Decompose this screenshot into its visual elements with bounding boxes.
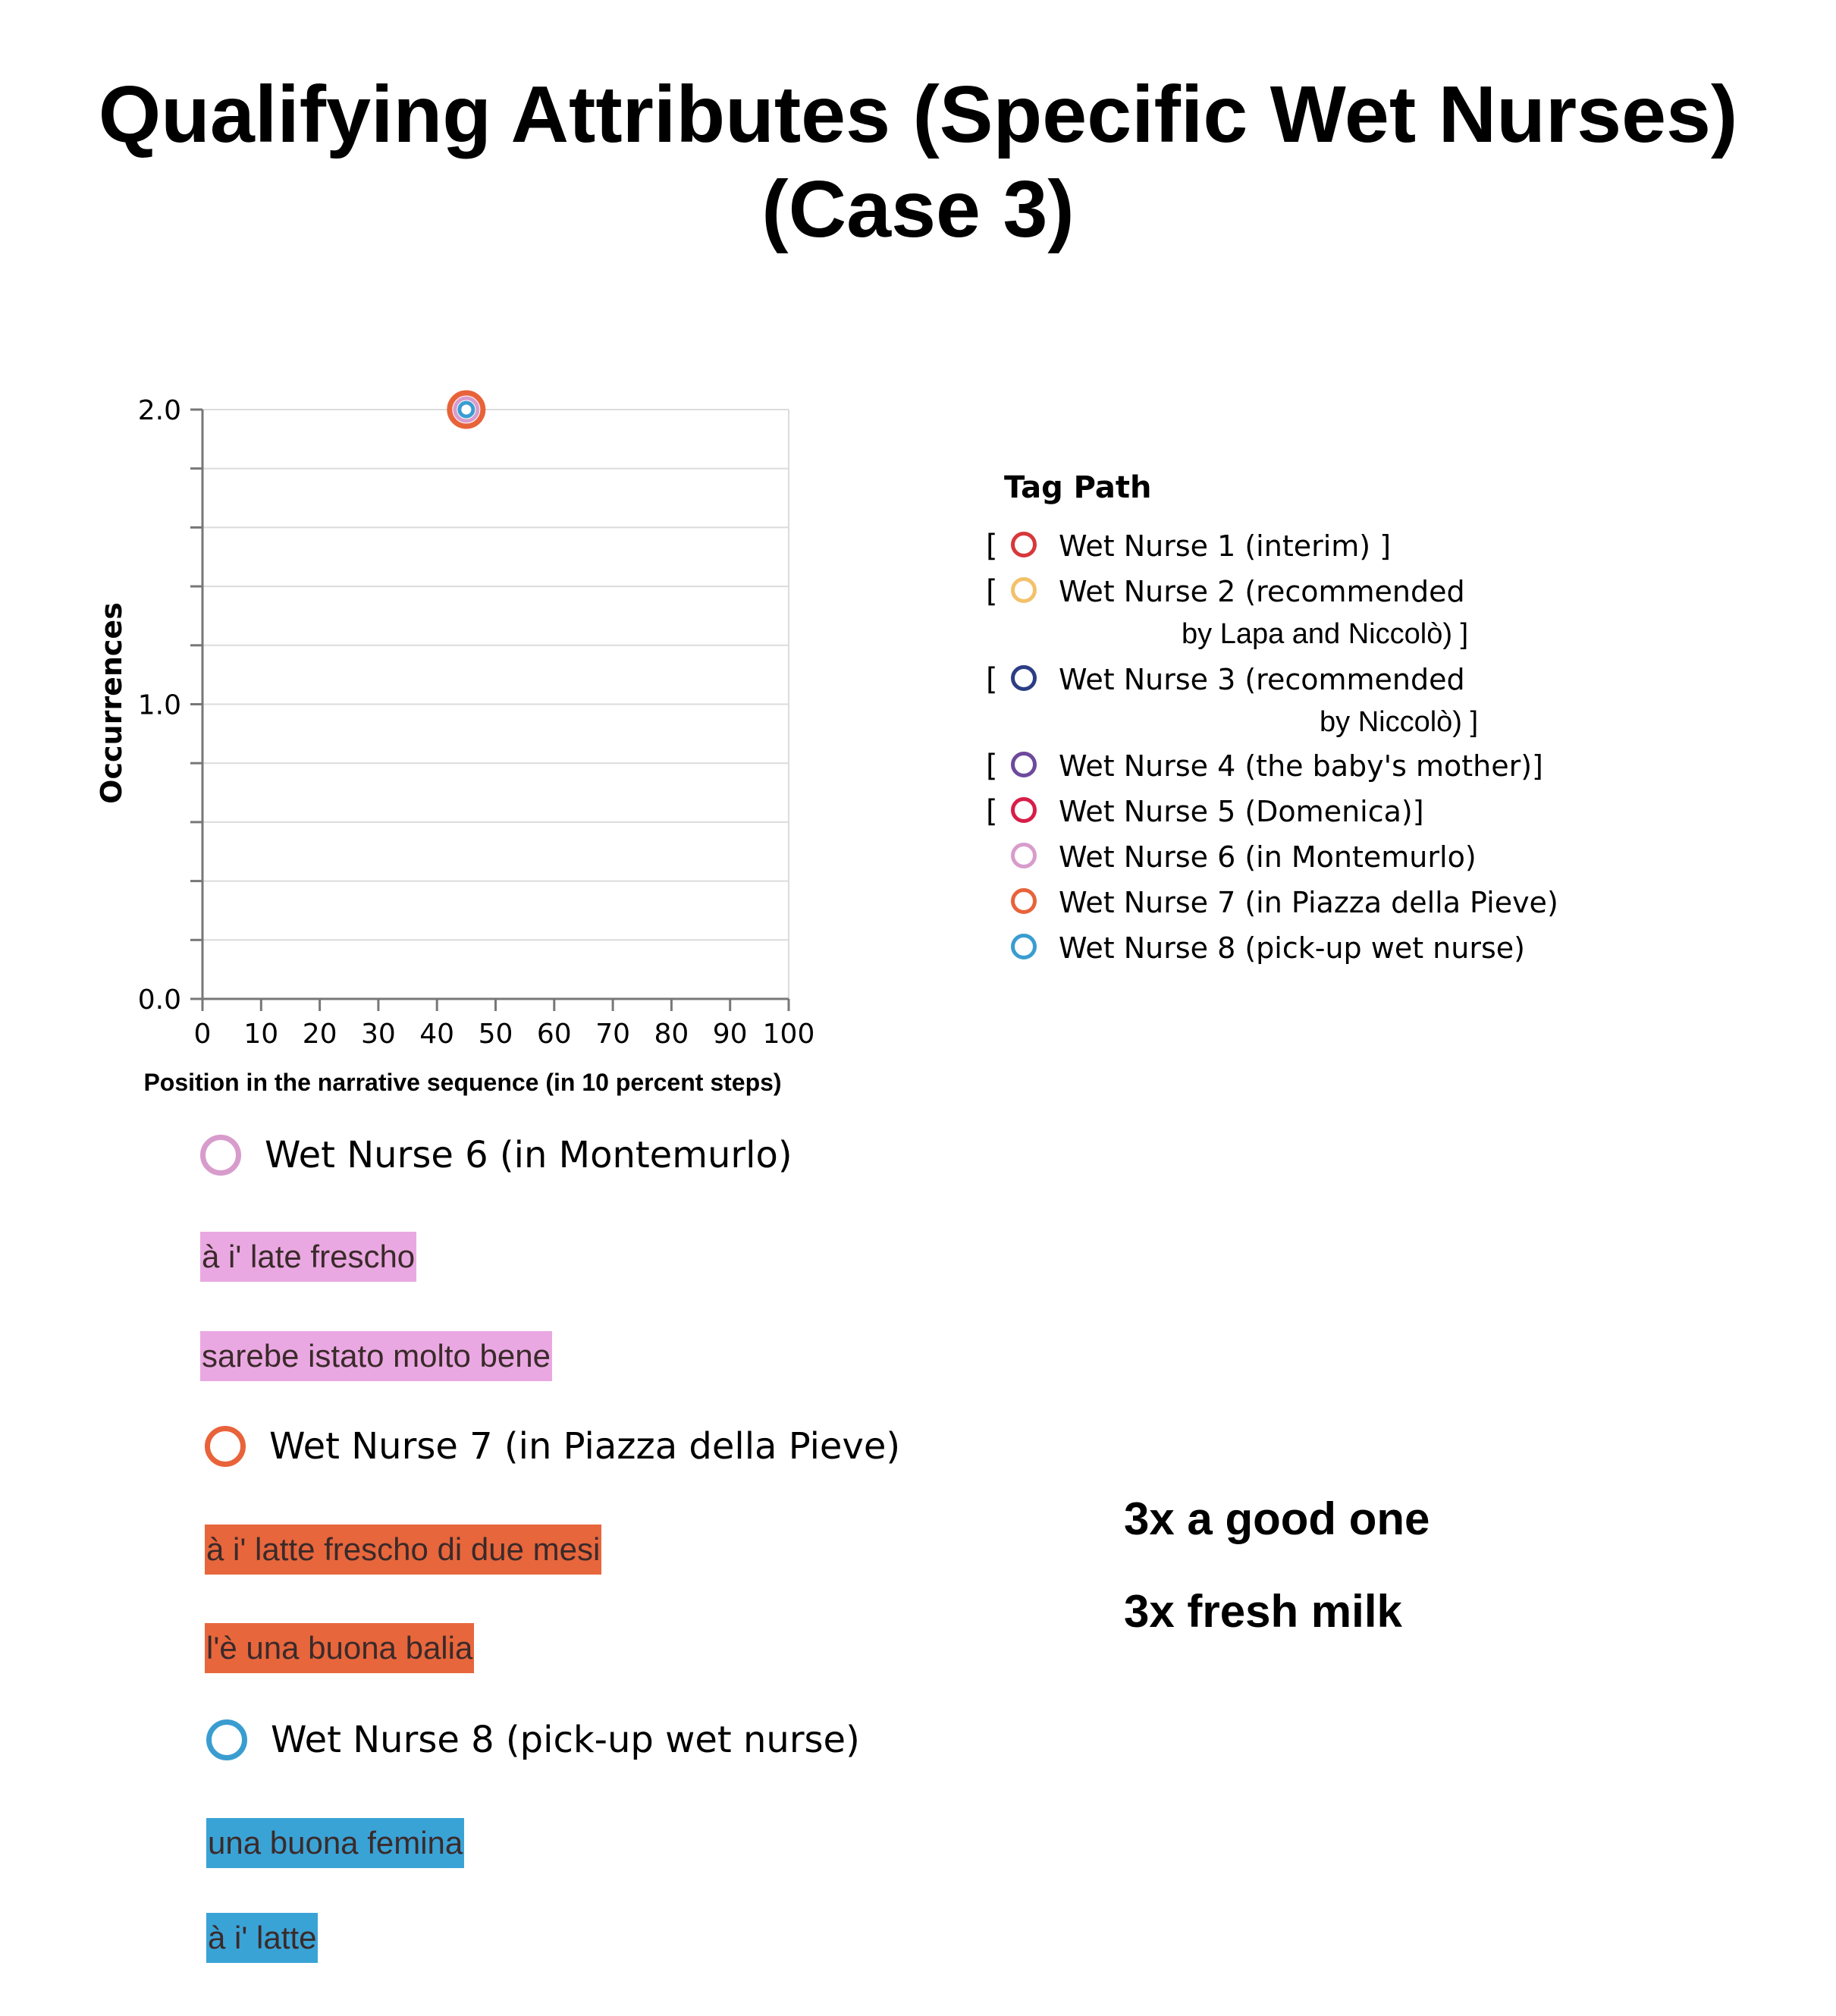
axes: 0.0 1.0 2.0 0 10 20 30 40 50 60 70 80 90 100	[138, 395, 815, 1050]
legend-title: Tag Path	[1004, 470, 1152, 505]
y-tick-label: 0.0	[138, 984, 181, 1016]
legend-label-continued: by Niccolò) ]	[1320, 706, 1479, 738]
legend-bracket: [	[986, 574, 998, 609]
summary-fresh-milk: 3x fresh milk	[1124, 1586, 1402, 1637]
legend-circle-icon	[1011, 665, 1037, 691]
highlighted-snippet: l'è una buona balia	[205, 1623, 475, 1673]
legend-label: Wet Nurse 3 (recommended	[1059, 663, 1465, 696]
x-tick-label: 30	[361, 1019, 396, 1050]
scatter-chart: 0.0 1.0 2.0 0 10 20 30 40 50 60 70 80 90 100 Position…	[95, 390, 815, 1096]
page-title: Qualifying Attributes (Specific Wet Nurs…	[98, 70, 1738, 159]
data-points	[447, 390, 486, 429]
legend-circle-icon	[1011, 888, 1037, 914]
group-circle-icon	[205, 1426, 246, 1467]
highlighted-snippet: sarebe istato molto bene	[200, 1331, 552, 1381]
legend-circle-icon	[1011, 797, 1037, 823]
group-label: Wet Nurse 7 (in Piazza della Pieve)	[269, 1425, 901, 1468]
summary-good-one: 3x a good one	[1124, 1493, 1430, 1544]
legend-bracket: [	[986, 662, 998, 697]
legend-circle-icon	[1011, 934, 1037, 959]
data-point	[457, 400, 475, 419]
legend-circle-icon	[1011, 577, 1037, 603]
legend-bracket: [	[986, 749, 998, 783]
x-tick-label: 40	[419, 1019, 454, 1050]
highlighted-snippet: à i' latte	[206, 1913, 319, 1963]
legend-label: Wet Nurse 4 (the baby's mother)]	[1059, 749, 1543, 783]
legend-label-continued: by Lapa and Niccolò) ]	[1182, 618, 1469, 650]
y-axis-label: Occurrences	[95, 602, 128, 804]
x-tick-label: 90	[713, 1019, 748, 1050]
legend-bracket: [	[986, 794, 998, 829]
x-tick-label: 80	[654, 1019, 689, 1050]
x-tick-label: 20	[303, 1019, 337, 1050]
legend-label: Wet Nurse 5 (Domenica)]	[1059, 795, 1424, 828]
grid-lines	[202, 409, 789, 999]
highlighted-snippet: à i' latte frescho di due mesi	[205, 1525, 602, 1575]
page-subtitle: (Case 3)	[761, 165, 1075, 254]
highlighted-snippet: una buona femina	[206, 1818, 465, 1868]
x-tick-label: 70	[595, 1019, 630, 1050]
legend-label: Wet Nurse 2 (recommended	[1059, 575, 1465, 608]
highlighted-snippet: à i' late frescho	[200, 1232, 417, 1282]
x-tick-label: 0	[194, 1019, 212, 1050]
group-label: Wet Nurse 8 (pick-up wet nurse)	[271, 1719, 860, 1761]
legend-circle-icon	[1011, 532, 1037, 557]
y-tick-label: 2.0	[138, 395, 181, 426]
x-tick-label: 10	[243, 1019, 278, 1050]
legend-label: Wet Nurse 8 (pick-up wet nurse)	[1059, 931, 1525, 965]
group-circle-icon	[206, 1719, 247, 1760]
legend-label: Wet Nurse 6 (in Montemurlo)	[1059, 840, 1477, 874]
legend-label: Wet Nurse 1 (interim) ]	[1059, 529, 1392, 563]
x-axis-label: Position in the narrative sequence (in 1…	[143, 1069, 781, 1096]
legend-bracket: [	[986, 529, 998, 564]
group-circle-icon	[200, 1135, 241, 1176]
legend-circle-icon	[1011, 843, 1037, 868]
group-label: Wet Nurse 6 (in Montemurlo)	[265, 1134, 792, 1176]
x-tick-label: 100	[763, 1019, 815, 1050]
x-tick-label: 60	[537, 1019, 572, 1050]
y-tick-label: 1.0	[138, 690, 181, 721]
legend-circle-icon	[1011, 752, 1037, 777]
x-tick-label: 50	[479, 1019, 513, 1050]
legend-label: Wet Nurse 7 (in Piazza della Pieve)	[1059, 886, 1558, 919]
